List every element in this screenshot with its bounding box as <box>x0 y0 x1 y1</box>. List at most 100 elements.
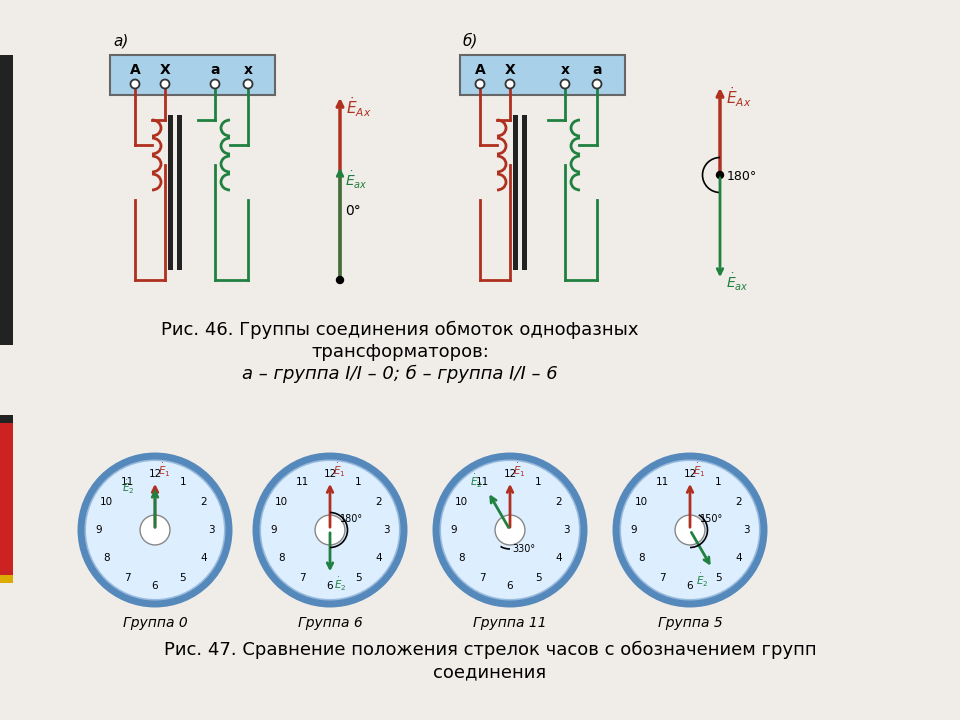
Circle shape <box>440 460 580 600</box>
Text: б): б) <box>463 32 478 48</box>
Text: 8: 8 <box>278 553 285 563</box>
Text: 7: 7 <box>479 574 486 583</box>
Text: $\dot{E}_{Ax}$: $\dot{E}_{Ax}$ <box>346 95 372 119</box>
Text: 12: 12 <box>684 469 697 479</box>
Circle shape <box>561 79 569 89</box>
Circle shape <box>592 79 602 89</box>
Circle shape <box>337 276 344 284</box>
Text: 2: 2 <box>555 497 562 507</box>
Text: 6: 6 <box>152 581 158 591</box>
Text: a: a <box>592 63 602 77</box>
Text: Рис. 47. Сравнение положения стрелок часов с обозначением групп: Рис. 47. Сравнение положения стрелок час… <box>164 641 816 659</box>
Text: $\dot{E}_1$: $\dot{E}_1$ <box>693 462 706 479</box>
Text: 12: 12 <box>324 469 337 479</box>
Bar <box>168 115 173 270</box>
Text: A: A <box>130 63 140 77</box>
Text: Группа 6: Группа 6 <box>298 616 362 630</box>
Bar <box>460 55 625 95</box>
Text: 3: 3 <box>207 525 214 535</box>
Text: 3: 3 <box>563 525 569 535</box>
Text: 2: 2 <box>735 497 742 507</box>
Text: 150°: 150° <box>700 514 723 524</box>
Text: трансформаторов:: трансформаторов: <box>311 343 489 361</box>
Text: x: x <box>561 63 569 77</box>
Circle shape <box>260 460 400 600</box>
Text: 9: 9 <box>631 525 637 535</box>
Text: 1: 1 <box>180 477 186 487</box>
Circle shape <box>140 515 170 545</box>
Text: 3: 3 <box>383 525 390 535</box>
Text: 8: 8 <box>103 553 109 563</box>
Bar <box>513 115 518 270</box>
Text: 0°: 0° <box>345 204 361 218</box>
Text: Группа 5: Группа 5 <box>658 616 722 630</box>
Bar <box>110 55 275 95</box>
Text: x: x <box>244 63 252 77</box>
Text: A: A <box>474 63 486 77</box>
Text: 11: 11 <box>120 477 133 487</box>
Text: 7: 7 <box>659 574 665 583</box>
Text: соединения: соединения <box>433 663 546 681</box>
Text: 5: 5 <box>354 574 361 583</box>
Circle shape <box>675 515 705 545</box>
Text: 9: 9 <box>96 525 103 535</box>
Text: 4: 4 <box>375 553 382 563</box>
Text: 180°: 180° <box>727 170 757 183</box>
Text: 7: 7 <box>124 574 131 583</box>
Text: X: X <box>159 63 170 77</box>
Text: 1: 1 <box>714 477 721 487</box>
Text: $\dot{E}_{ax}$: $\dot{E}_{ax}$ <box>726 272 749 293</box>
Circle shape <box>495 515 525 545</box>
Circle shape <box>475 79 485 89</box>
Text: $\dot{E}_2$: $\dot{E}_2$ <box>334 576 347 593</box>
Bar <box>522 115 527 270</box>
Circle shape <box>160 79 170 89</box>
Text: 9: 9 <box>271 525 277 535</box>
Text: $\dot{E}_2$: $\dot{E}_2$ <box>470 473 483 490</box>
Text: X: X <box>505 63 516 77</box>
Text: 1: 1 <box>354 477 361 487</box>
Text: 11: 11 <box>475 477 489 487</box>
Text: 4: 4 <box>735 553 742 563</box>
Text: а – группа I/I – 0; б – группа I/I – 6: а – группа I/I – 0; б – группа I/I – 6 <box>242 365 558 383</box>
Text: Рис. 46. Группы соединения обмоток однофазных: Рис. 46. Группы соединения обмоток одноф… <box>161 321 638 339</box>
Circle shape <box>716 171 724 179</box>
Text: 3: 3 <box>743 525 750 535</box>
Text: 2: 2 <box>375 497 382 507</box>
Text: 7: 7 <box>299 574 305 583</box>
Text: $\dot{E}_{ax}$: $\dot{E}_{ax}$ <box>345 170 368 191</box>
Circle shape <box>506 79 515 89</box>
Circle shape <box>85 460 225 600</box>
Text: 1: 1 <box>535 477 541 487</box>
Bar <box>0 575 13 583</box>
Text: 8: 8 <box>638 553 645 563</box>
Text: 5: 5 <box>180 574 186 583</box>
Text: 5: 5 <box>535 574 541 583</box>
Text: 10: 10 <box>455 497 468 507</box>
Text: Группа 11: Группа 11 <box>473 616 547 630</box>
Text: 4: 4 <box>555 553 562 563</box>
Text: $\dot{E}_2$: $\dot{E}_2$ <box>696 572 708 589</box>
Bar <box>0 55 13 345</box>
Text: $\dot{E}_{Ax}$: $\dot{E}_{Ax}$ <box>726 85 752 109</box>
Text: $\dot{E}_1$: $\dot{E}_1$ <box>513 462 526 479</box>
Text: 10: 10 <box>635 497 648 507</box>
Circle shape <box>210 79 220 89</box>
Text: 8: 8 <box>458 553 465 563</box>
Circle shape <box>244 79 252 89</box>
Text: $\dot{E}_1$: $\dot{E}_1$ <box>333 462 346 479</box>
Text: 10: 10 <box>275 497 288 507</box>
Text: 10: 10 <box>100 497 113 507</box>
Text: a: a <box>210 63 220 77</box>
Bar <box>0 415 13 423</box>
Text: 11: 11 <box>296 477 308 487</box>
Text: 2: 2 <box>201 497 206 507</box>
Bar <box>0 420 13 575</box>
Text: 6: 6 <box>507 581 514 591</box>
Text: 4: 4 <box>201 553 206 563</box>
Text: 330°: 330° <box>512 544 535 554</box>
Text: Группа 0: Группа 0 <box>123 616 187 630</box>
Circle shape <box>315 515 345 545</box>
Circle shape <box>131 79 139 89</box>
Text: 9: 9 <box>450 525 457 535</box>
